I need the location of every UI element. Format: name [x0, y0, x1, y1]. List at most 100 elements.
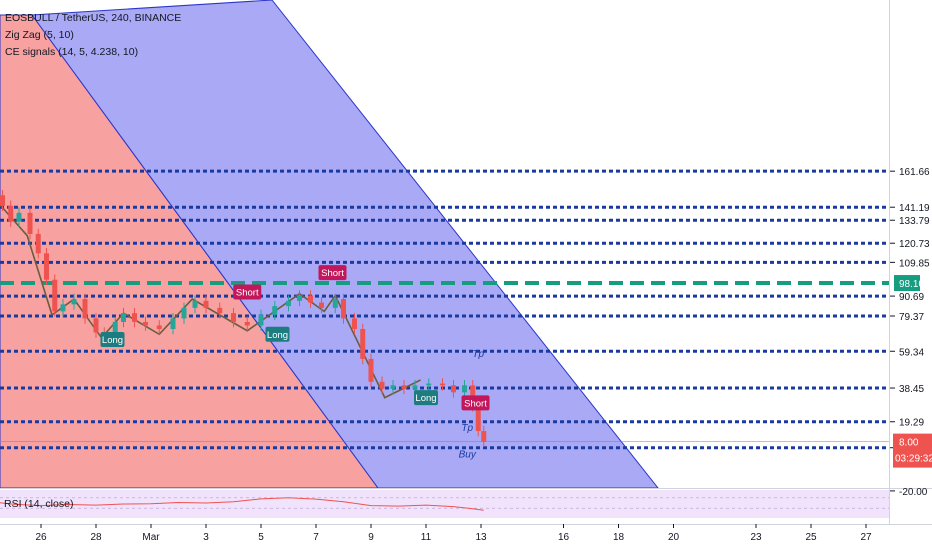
candle-body	[16, 212, 22, 222]
price-tick-label: 90.69	[899, 292, 924, 303]
time-tick-label: 7	[313, 532, 319, 543]
candle-body	[379, 381, 385, 389]
candle-body	[341, 299, 346, 319]
price-tick-label: 79.37	[899, 312, 924, 323]
annotation-text: Buy	[459, 449, 477, 460]
candle-body	[332, 299, 338, 308]
signal-text: Short	[321, 268, 344, 279]
candle-body	[412, 385, 418, 389]
time-tick-label: 18	[613, 532, 625, 543]
time-tick-label: 25	[805, 532, 817, 543]
candle-body	[8, 205, 14, 222]
signal-box	[318, 265, 347, 281]
signal-text: Long	[267, 330, 288, 341]
time-tick-label: 11	[421, 532, 432, 543]
candle-body	[132, 313, 137, 322]
candle-body	[217, 307, 223, 314]
candle-body	[60, 304, 66, 312]
rsi-series	[0, 497, 889, 511]
candle-body	[401, 385, 407, 389]
price-tick-label: 141.19	[899, 203, 930, 214]
candle-body	[462, 385, 467, 393]
current-price-label: 8.00	[899, 438, 919, 449]
candle-body	[308, 295, 313, 303]
time-tick-label: 16	[558, 532, 570, 543]
candle-body	[426, 383, 432, 386]
time-tick-label: 13	[475, 532, 487, 543]
candle-body	[319, 302, 324, 308]
time-tick-label: 5	[258, 532, 264, 543]
time-tick-label: 26	[35, 532, 47, 543]
time-tick-label: 20	[668, 532, 680, 543]
signal-box	[233, 284, 262, 300]
price-tick-label: 59.34	[899, 347, 924, 358]
signal-box	[100, 332, 125, 348]
candle-body	[440, 383, 445, 386]
candle-body	[286, 300, 291, 307]
candle-body	[481, 431, 487, 442]
annotation-text: Tp	[461, 423, 473, 434]
highlight-price-box	[894, 275, 920, 292]
time-axis[interactable]: 26 28 Mar 3 5 7 9 11 13 16 18 20 23 25 27	[35, 524, 872, 543]
price-tick-label: -20.00	[899, 487, 928, 498]
rsi-label[interactable]: RSI (14, close)	[4, 498, 73, 510]
candle-body	[44, 253, 49, 280]
candle-body	[368, 358, 374, 382]
price-tick-label: 98.10	[899, 279, 924, 290]
long-signal: Long	[414, 390, 438, 406]
candle-body	[203, 300, 209, 308]
candle-body	[121, 313, 126, 322]
price-tick-label: 109.85	[899, 258, 930, 269]
time-tick-label: 23	[750, 532, 762, 543]
rsi-line	[0, 497, 484, 511]
candle-body	[112, 321, 118, 338]
candle-body	[192, 300, 198, 308]
candle-body	[35, 233, 41, 254]
zigzag-legend[interactable]: Zig Zag (5, 10)	[5, 29, 74, 41]
annotation-text: Tp	[472, 349, 484, 360]
candle-body	[451, 385, 456, 393]
price-tick-label: 38.45	[899, 384, 924, 395]
signal-text: Short	[464, 398, 487, 409]
candle-body	[156, 325, 162, 329]
candle-body	[272, 306, 278, 315]
price-tick-label: 161.66	[899, 167, 930, 178]
candle-body	[360, 328, 366, 359]
candle-body	[231, 313, 236, 322]
signal-box	[265, 326, 290, 342]
candle-body	[244, 321, 250, 326]
long-signal: Long	[265, 326, 290, 342]
short-signal: Short	[461, 395, 490, 411]
candle-body	[27, 212, 33, 234]
zigzag-line	[0, 203, 421, 399]
annotations: Tp Tp Buy	[459, 349, 485, 460]
time-tick-label: 28	[90, 532, 102, 543]
price-tick-label: 133.79	[899, 216, 930, 227]
short-signal: Short	[318, 265, 347, 281]
bar-countdown-label: 03:29:32	[895, 454, 932, 465]
candle-body	[297, 295, 302, 301]
signal-text: Long	[415, 393, 436, 404]
candle-body	[475, 406, 481, 432]
candle-body	[71, 299, 77, 305]
candle-body	[93, 318, 99, 333]
price-tag-box	[893, 433, 932, 468]
time-tick-label: Mar	[142, 532, 160, 543]
candle-body	[52, 279, 58, 312]
horizontal-levels	[0, 169, 889, 450]
price-tick-label: 120.73	[899, 239, 930, 250]
short-signal: Short	[233, 284, 262, 300]
current-price-tag: 8.00 03:29:32	[0, 433, 932, 468]
signal-box	[461, 395, 490, 411]
long-signal: Long	[100, 332, 125, 348]
candle-body	[170, 318, 176, 329]
time-tick-label: 9	[368, 532, 374, 543]
candle-body	[258, 314, 264, 326]
candle-body	[181, 307, 187, 319]
chart-legend: EOSBULL / TetherUS, 240, BINANCE Zig Zag…	[5, 12, 181, 58]
symbol-title[interactable]: EOSBULL / TetherUS, 240, BINANCE	[5, 12, 181, 24]
signal-text: Short	[236, 288, 259, 299]
signal-box	[414, 390, 438, 406]
ce-signals-legend[interactable]: CE signals (14, 5, 4.238, 10)	[5, 46, 138, 58]
